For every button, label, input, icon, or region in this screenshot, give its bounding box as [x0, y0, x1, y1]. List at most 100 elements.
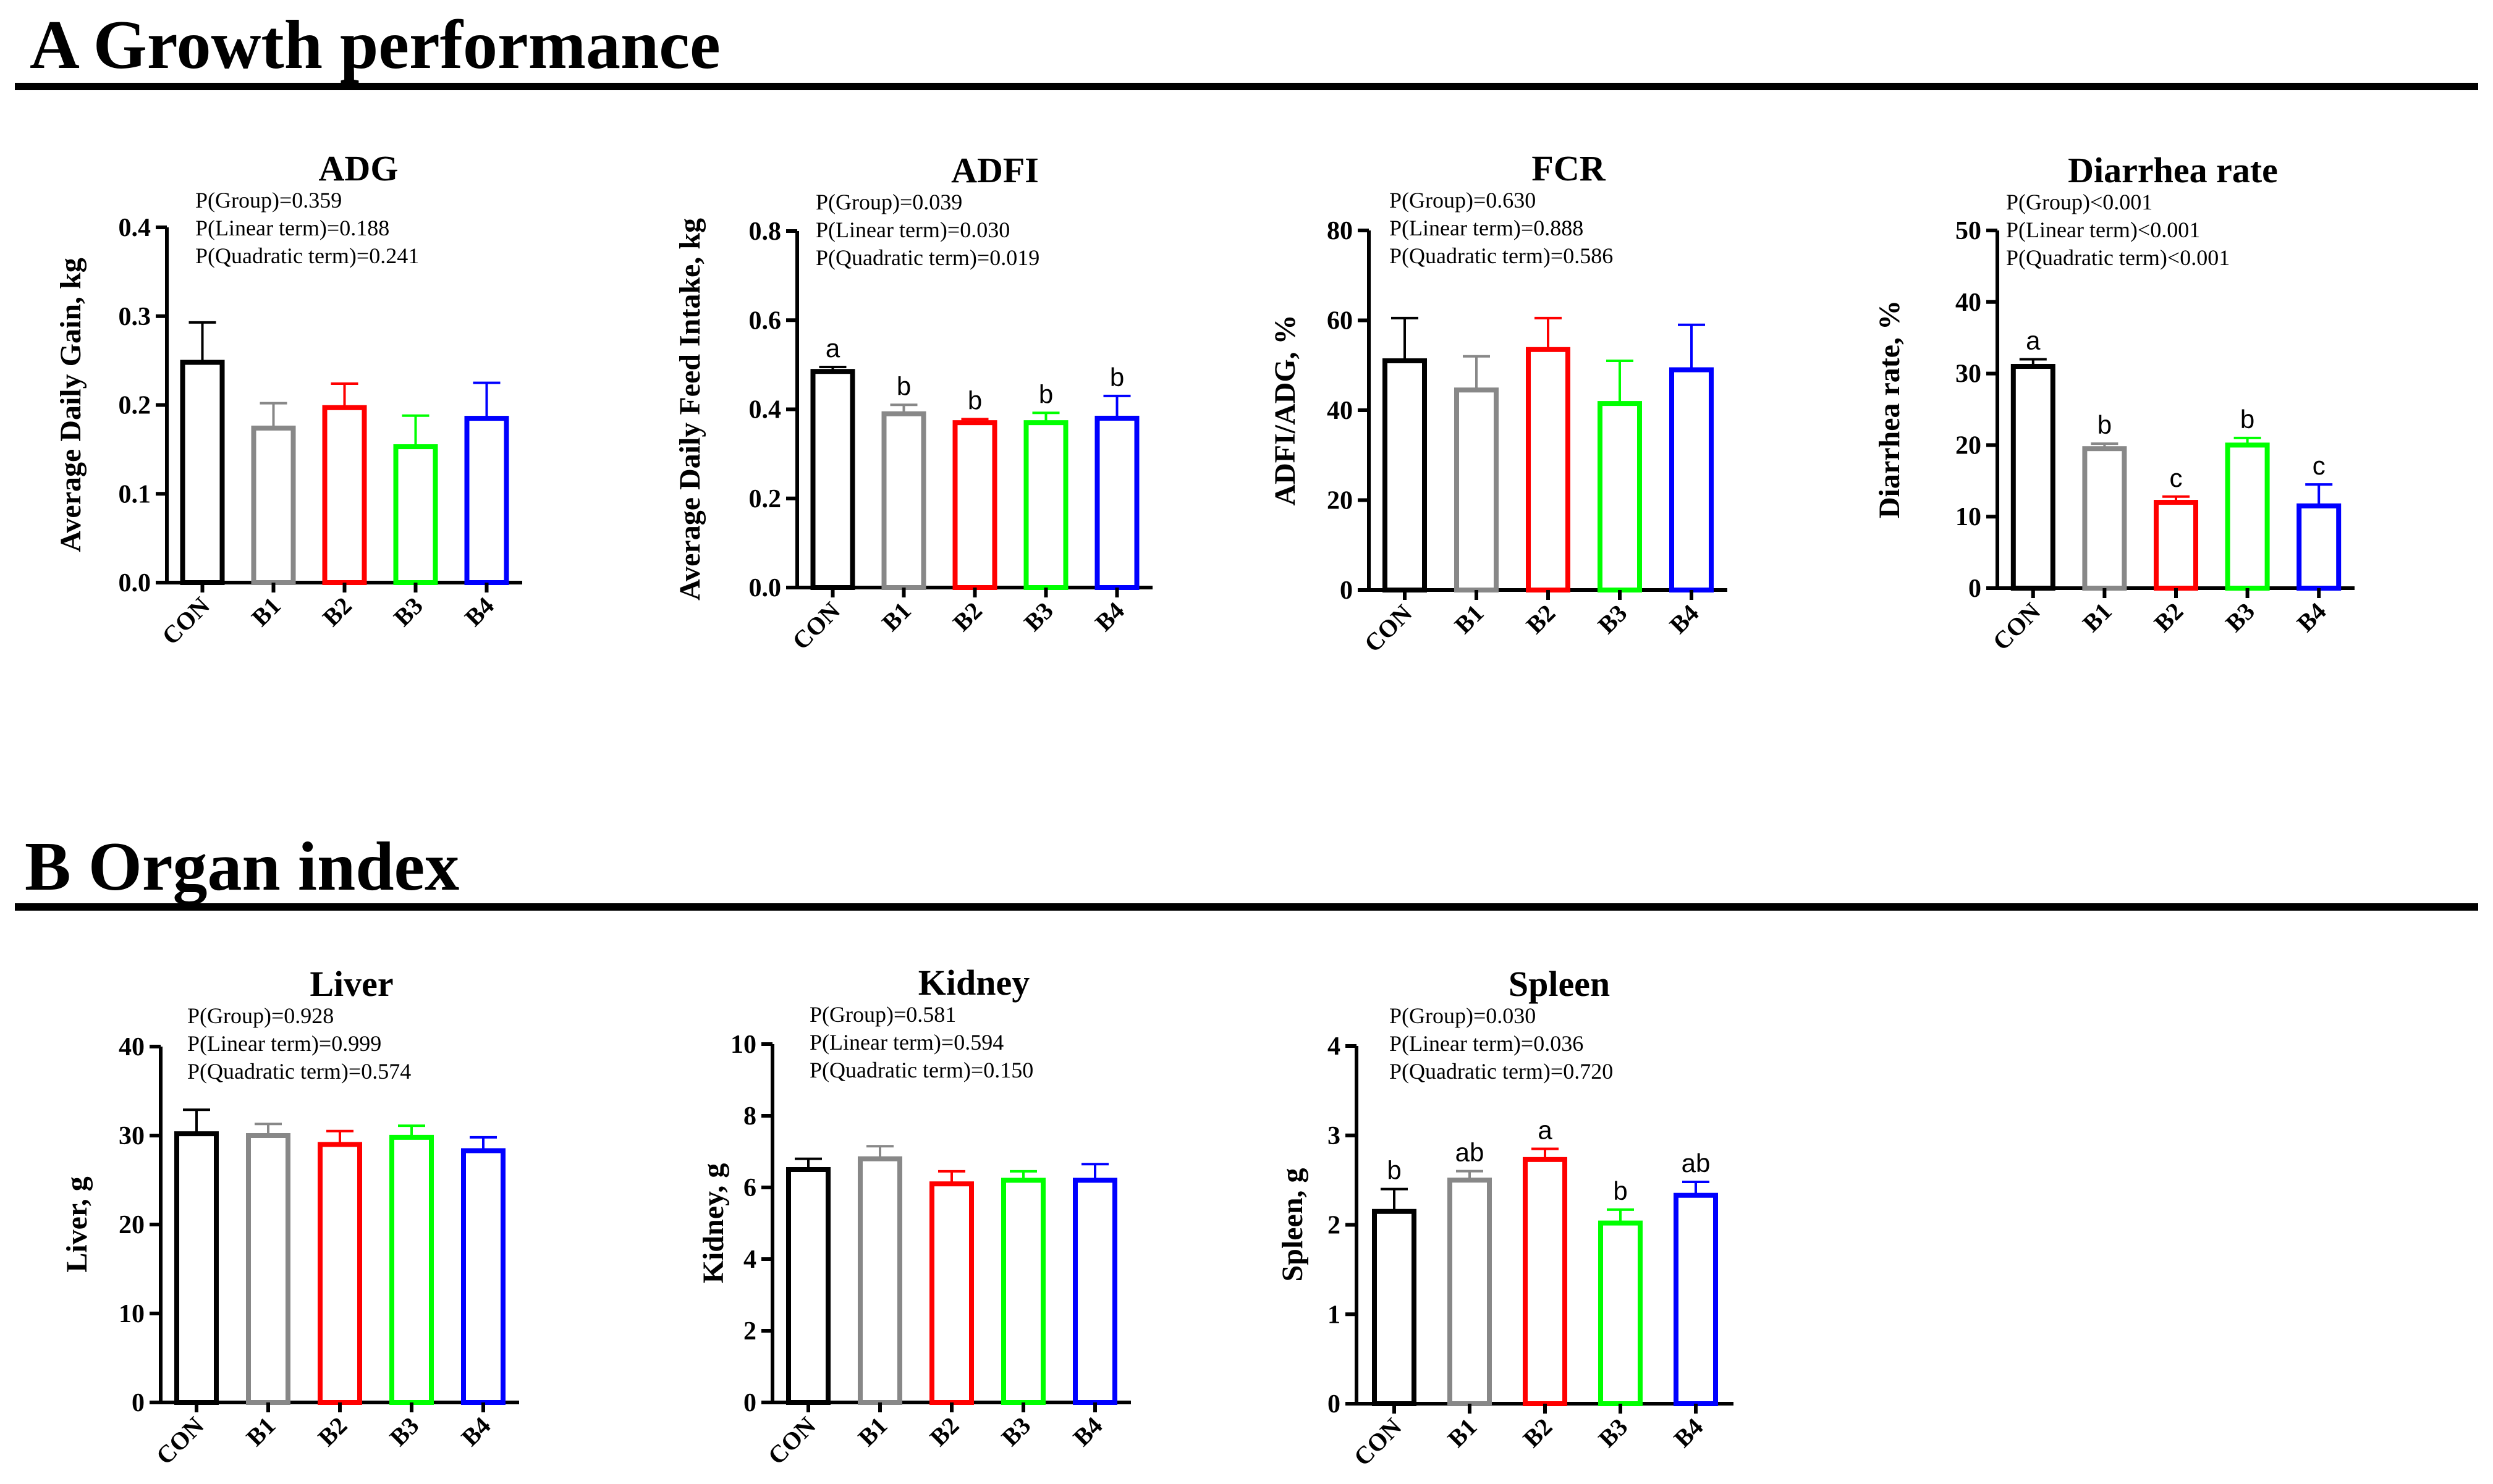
- bar-con: [786, 1167, 831, 1405]
- bar-b3: [2225, 442, 2270, 591]
- stat-line: P(Linear term)=0.188: [195, 216, 389, 240]
- x-tick-label: CON: [1359, 599, 1418, 657]
- bar-b2: [929, 1181, 974, 1405]
- significance-letter: b: [1387, 1156, 1401, 1185]
- chart-title: FCR: [1531, 148, 1606, 188]
- y-tick-label: 40: [1327, 397, 1353, 425]
- stat-line: P(Linear term)<0.001: [2006, 217, 2200, 242]
- bar-b1: [251, 425, 296, 585]
- chart-title: ADFI: [951, 150, 1039, 190]
- y-axis-label: ADFI/ADG, %: [1269, 314, 1302, 505]
- x-tick-label: B1: [876, 597, 916, 637]
- section-rule-b: [15, 903, 2478, 911]
- x-tick-label: B1: [241, 1412, 281, 1452]
- bar-con: [810, 369, 855, 590]
- x-tick-label: CON: [787, 596, 845, 655]
- stat-line: P(Quadratic term)=0.150: [810, 1058, 1033, 1082]
- bar-b2: [318, 1142, 362, 1406]
- bar-b3: [1023, 420, 1069, 590]
- y-tick-label: 0: [132, 1389, 145, 1417]
- stat-line: P(Linear term)=0.036: [1389, 1031, 1583, 1056]
- bar-con: [1372, 1208, 1416, 1406]
- stat-line: P(Group)=0.030: [1389, 1003, 1536, 1028]
- y-tick-label: 40: [1955, 289, 1981, 317]
- bar-b3: [389, 1134, 434, 1405]
- x-tick-label: B3: [996, 1412, 1036, 1452]
- y-tick-label: 0: [1327, 1390, 1340, 1419]
- x-tick-label: B1: [246, 592, 286, 632]
- x-tick-label: B3: [1593, 1413, 1633, 1453]
- x-tick-label: B2: [313, 1412, 353, 1452]
- y-tick-label: 40: [119, 1033, 145, 1061]
- x-tick-label: CON: [156, 591, 215, 650]
- chart-title: Liver: [310, 964, 393, 1004]
- bar-b4: [461, 1148, 506, 1405]
- x-tick-label: B3: [2220, 597, 2260, 638]
- y-tick-label: 10: [119, 1300, 145, 1328]
- bar-b4: [1674, 1192, 1718, 1407]
- stat-line: P(Linear term)=0.030: [816, 217, 1010, 242]
- stat-line: P(Quadratic term)=0.574: [187, 1059, 411, 1084]
- stat-line: P(Group)=0.359: [195, 188, 342, 213]
- x-tick-label: B2: [1521, 599, 1561, 639]
- x-tick-label: B4: [1068, 1412, 1108, 1452]
- y-tick-label: 10: [730, 1031, 756, 1059]
- chart-title: Diarrhea rate: [2068, 150, 2278, 190]
- x-tick-label: CON: [1348, 1412, 1407, 1471]
- bar-b3: [1001, 1178, 1046, 1406]
- significance-letter: a: [826, 334, 840, 363]
- stat-line: P(Group)=0.928: [187, 1003, 334, 1028]
- x-tick-label: B2: [925, 1412, 965, 1452]
- x-tick-label: B2: [317, 592, 357, 632]
- significance-letter: b: [2240, 405, 2254, 434]
- y-tick-label: 2: [1327, 1212, 1340, 1240]
- y-tick-label: 0.4: [119, 214, 151, 242]
- y-tick-label: 0.0: [749, 574, 782, 602]
- x-tick-label: B3: [1593, 599, 1633, 639]
- x-tick-label: B4: [1669, 1413, 1709, 1453]
- y-tick-label: 2: [743, 1317, 756, 1346]
- x-tick-label: B3: [388, 592, 428, 632]
- y-tick-label: 0.6: [749, 306, 782, 335]
- bar-b2: [2154, 500, 2198, 591]
- y-tick-label: 0: [743, 1389, 756, 1417]
- significance-letter: c: [2170, 463, 2183, 492]
- significance-letter: ab: [1455, 1138, 1484, 1167]
- y-tick-label: 0.3: [119, 303, 151, 331]
- y-tick-label: 1: [1327, 1301, 1340, 1329]
- x-tick-label: CON: [763, 1411, 821, 1470]
- stat-line: P(Linear term)=0.999: [187, 1031, 381, 1056]
- x-tick-label: B4: [459, 592, 499, 632]
- section-title-a: A Growth performance: [30, 7, 721, 83]
- y-axis-label: Average Daily Feed Intake, kg: [674, 218, 706, 601]
- significance-letter: a: [1538, 1115, 1552, 1144]
- bar-b1: [2082, 446, 2127, 591]
- x-tick-label: B1: [2077, 597, 2117, 638]
- stat-line: P(Linear term)=0.888: [1389, 216, 1583, 240]
- bar-b4: [1669, 367, 1714, 593]
- stat-line: P(Group)=0.581: [810, 1002, 956, 1027]
- chart-title: ADG: [319, 148, 399, 188]
- y-axis-label: Spleen, g: [1276, 1168, 1309, 1281]
- y-tick-label: 0.0: [119, 569, 151, 597]
- bar-b3: [1598, 1220, 1643, 1406]
- y-axis-label: Kidney, g: [697, 1163, 730, 1284]
- significance-letter: a: [2026, 326, 2041, 355]
- y-tick-label: 0.2: [749, 485, 782, 513]
- chart-title: Kidney: [918, 963, 1030, 1003]
- bar-b4: [464, 416, 509, 585]
- bar-b1: [1454, 387, 1499, 592]
- section-title-b: B Organ index: [25, 828, 459, 905]
- stat-line: P(Linear term)=0.594: [810, 1030, 1004, 1055]
- y-tick-label: 20: [1327, 487, 1353, 515]
- y-tick-label: 0.1: [119, 480, 151, 508]
- bar-con: [174, 1131, 219, 1405]
- significance-letter: b: [1039, 379, 1053, 408]
- stat-line: P(Quadratic term)=0.586: [1389, 243, 1613, 268]
- y-tick-label: 20: [1955, 431, 1981, 460]
